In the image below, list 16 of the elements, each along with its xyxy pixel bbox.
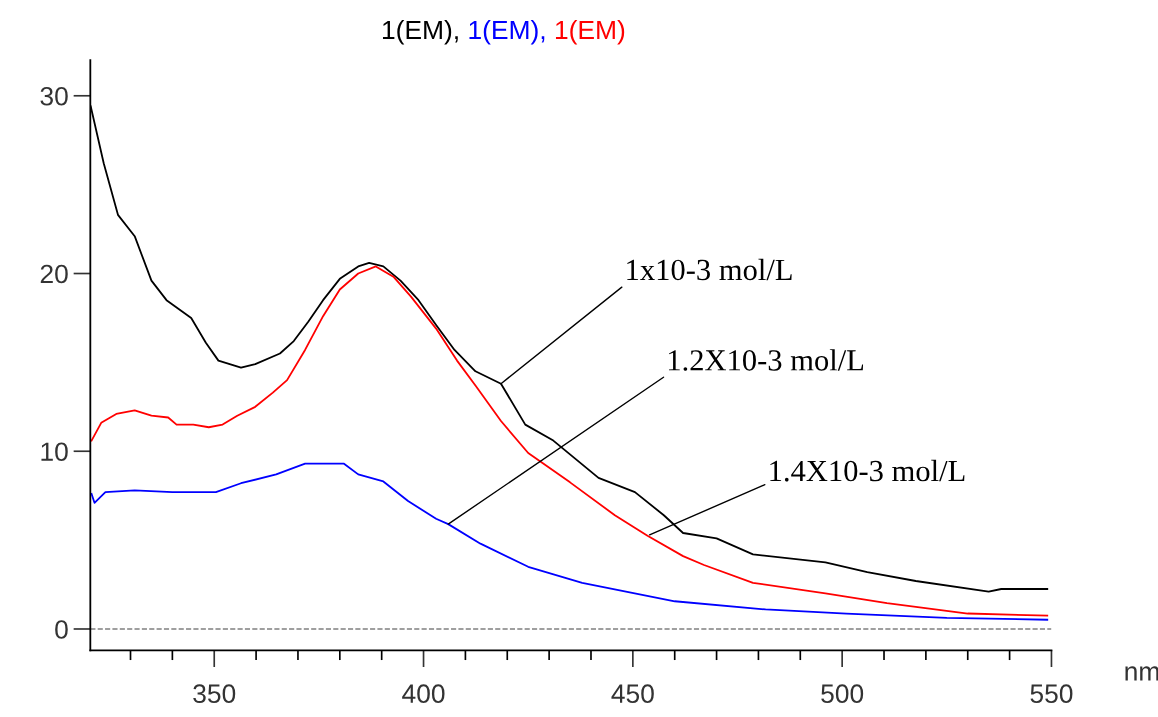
text: 1(EM), (469, 19, 545, 45)
annotation: 1.2X10-3 mol/L (668, 349, 864, 371)
x-tick-label: 350 (193, 684, 236, 704)
text: 1(EM), (382, 19, 458, 45)
text: 1(EM) (555, 19, 625, 45)
x-axis-title: nm (1125, 666, 1158, 681)
x-tick-label: 450 (611, 684, 654, 704)
y-tick-label: 20 (40, 264, 68, 284)
y-tick-label: 30 (40, 86, 68, 106)
x-tick-label: 400 (402, 684, 445, 704)
annotation: 1x10-3 mol/L (627, 258, 792, 281)
y-tick-label: 10 (41, 442, 68, 462)
annotation: 1.4X10-3 mol/L (770, 459, 965, 482)
y-tick-label: 0 (55, 620, 68, 639)
x-tick-label: 500 (821, 684, 864, 704)
x-tick-label: 550 (1030, 684, 1073, 704)
